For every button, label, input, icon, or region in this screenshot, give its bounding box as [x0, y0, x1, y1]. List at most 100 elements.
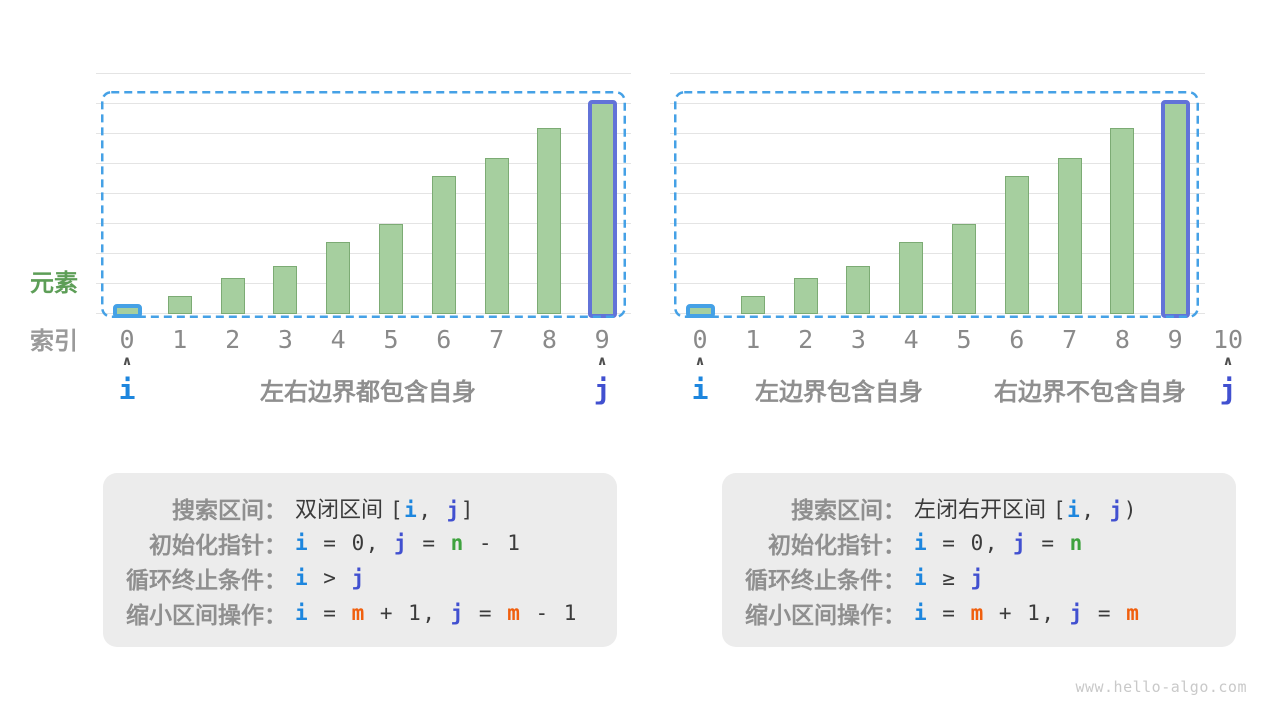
index-label-4: 4 [903, 325, 919, 354]
code-segment-m: m [351, 600, 366, 625]
code-segment-m: m [1126, 600, 1141, 625]
index-axis-label: 索引 [30, 327, 78, 355]
bar-2 [220, 278, 245, 314]
bar-8 [537, 128, 562, 314]
code-segment-j: j [1069, 600, 1084, 625]
code-segment-i: i [295, 565, 310, 590]
bar-5 [379, 224, 403, 314]
code-segment-dark: ] [460, 497, 475, 522]
bar-9 [1160, 100, 1190, 318]
range-annotation: 右边界不包含自身 [994, 378, 1186, 406]
info-box-line-code: i = m + 1, j = m - 1 [287, 601, 578, 625]
index-label-6: 6 [436, 325, 452, 354]
index-label-9: 9 [1167, 325, 1183, 354]
code-segment-dark: = [1027, 530, 1070, 555]
index-label-6: 6 [1009, 325, 1025, 354]
code-segment-dark: ) [1123, 497, 1138, 522]
info-box-line-code: 左闭右开区间 [i, j) [906, 492, 1138, 524]
bar-1 [167, 296, 192, 314]
pointer-i-label: i [118, 373, 136, 406]
index-label-4: 4 [330, 325, 346, 354]
index-label-1: 1 [172, 325, 188, 354]
bar-2 [793, 278, 818, 314]
code-segment-dark: = 0, [309, 530, 395, 555]
code-segment-dark: = [408, 530, 451, 555]
code-segment-dark: ≥ [928, 565, 971, 590]
index-label-1: 1 [745, 325, 761, 354]
code-segment-dark: = [309, 600, 352, 625]
code-segment-dark: > [309, 565, 352, 590]
pointer-j-label: j [593, 373, 611, 406]
code-segment-j: j [394, 530, 409, 555]
bar-4 [899, 242, 924, 314]
bar-7 [1057, 158, 1082, 314]
code-segment-dark: 左闭右开区间 [914, 497, 1053, 523]
code-segment-m: m [507, 600, 522, 625]
code-segment-dark: - 1 [521, 600, 578, 625]
info-box-line-code: i = 0, j = n - 1 [287, 531, 521, 555]
info-box-line: 循环终止条件： i > j [103, 560, 617, 595]
info-box-line: 初始化指针： i = 0, j = n - 1 [103, 525, 617, 560]
index-label-0: 0 [119, 325, 135, 354]
elements-axis-label: 元素 [30, 269, 78, 297]
code-segment-dark: 双闭区间 [295, 497, 390, 523]
bar-7 [484, 158, 509, 314]
index-label-0: 0 [692, 325, 708, 354]
pointer-j-label: j [1219, 373, 1237, 406]
code-segment-i: i [404, 497, 419, 522]
code-segment-dark: = 0, [928, 530, 1014, 555]
caret-up-icon: ∧ [694, 354, 706, 369]
code-segment-dark: - 1 [464, 530, 522, 555]
code-segment-j: j [450, 600, 465, 625]
code-segment-i: i [914, 530, 929, 555]
code-segment-j: j [970, 565, 985, 590]
info-box-line-label: 搜索区间： [791, 497, 906, 524]
code-segment-m: m [970, 600, 985, 625]
range-annotation: 左右边界都包含自身 [260, 378, 476, 406]
code-segment-j: j [1013, 530, 1028, 555]
code-segment-i: i [295, 600, 310, 625]
code-segment-j: j [1109, 497, 1124, 522]
chart-plot-area [670, 73, 1205, 318]
code-segment-dark: + 1, [365, 600, 451, 625]
code-segment-i: i [914, 565, 929, 590]
info-box-line-code: i = 0, j = n [906, 531, 1084, 555]
code-segment-j: j [446, 497, 461, 522]
info-box-line-code: i > j [287, 566, 366, 590]
code-segment-n: n [1069, 530, 1084, 555]
bar-6 [1004, 176, 1029, 314]
bar-3 [273, 266, 298, 314]
index-label-8: 8 [1114, 325, 1130, 354]
code-segment-i: i [295, 530, 310, 555]
info-box-line-label: 循环终止条件： [126, 567, 287, 594]
info-box: 搜索区间： 左闭右开区间 [i, j) 初始化指针： i = 0, j = n 循环终止… [722, 473, 1236, 647]
selection-range-rect [101, 91, 626, 318]
index-label-5: 5 [383, 325, 399, 354]
code-segment-i: i [914, 600, 929, 625]
bar-6 [431, 176, 456, 314]
caret-up-icon: ∧ [596, 354, 608, 369]
code-segment-dark: + 1, [984, 600, 1070, 625]
selection-range-outline [101, 91, 626, 318]
bar-9 [587, 100, 617, 318]
info-box-line-label: 搜索区间： [172, 497, 287, 524]
info-box-line: 缩小区间操作： i = m + 1, j = m - 1 [103, 595, 617, 630]
code-segment-dark: = [928, 600, 971, 625]
bar-4 [326, 242, 351, 314]
info-box: 搜索区间： 双闭区间 [i, j] 初始化指针： i = 0, j = n - 1 循环… [103, 473, 617, 647]
pointer-i-label: i [691, 373, 709, 406]
index-label-3: 3 [850, 325, 866, 354]
bar-5 [952, 224, 976, 314]
bar-1 [740, 296, 765, 314]
index-label-5: 5 [956, 325, 972, 354]
index-label-3: 3 [277, 325, 293, 354]
code-segment-dark: [ [390, 497, 405, 522]
info-box-line-label: 缩小区间操作： [126, 602, 287, 629]
caret-up-icon: ∧ [1222, 354, 1234, 369]
range-annotation: 左边界包含自身 [755, 378, 923, 406]
index-label-10: 10 [1212, 325, 1244, 354]
info-box-line-label: 循环终止条件： [745, 567, 906, 594]
code-segment-dark: [ [1053, 497, 1068, 522]
caret-up-icon: ∧ [121, 354, 133, 369]
